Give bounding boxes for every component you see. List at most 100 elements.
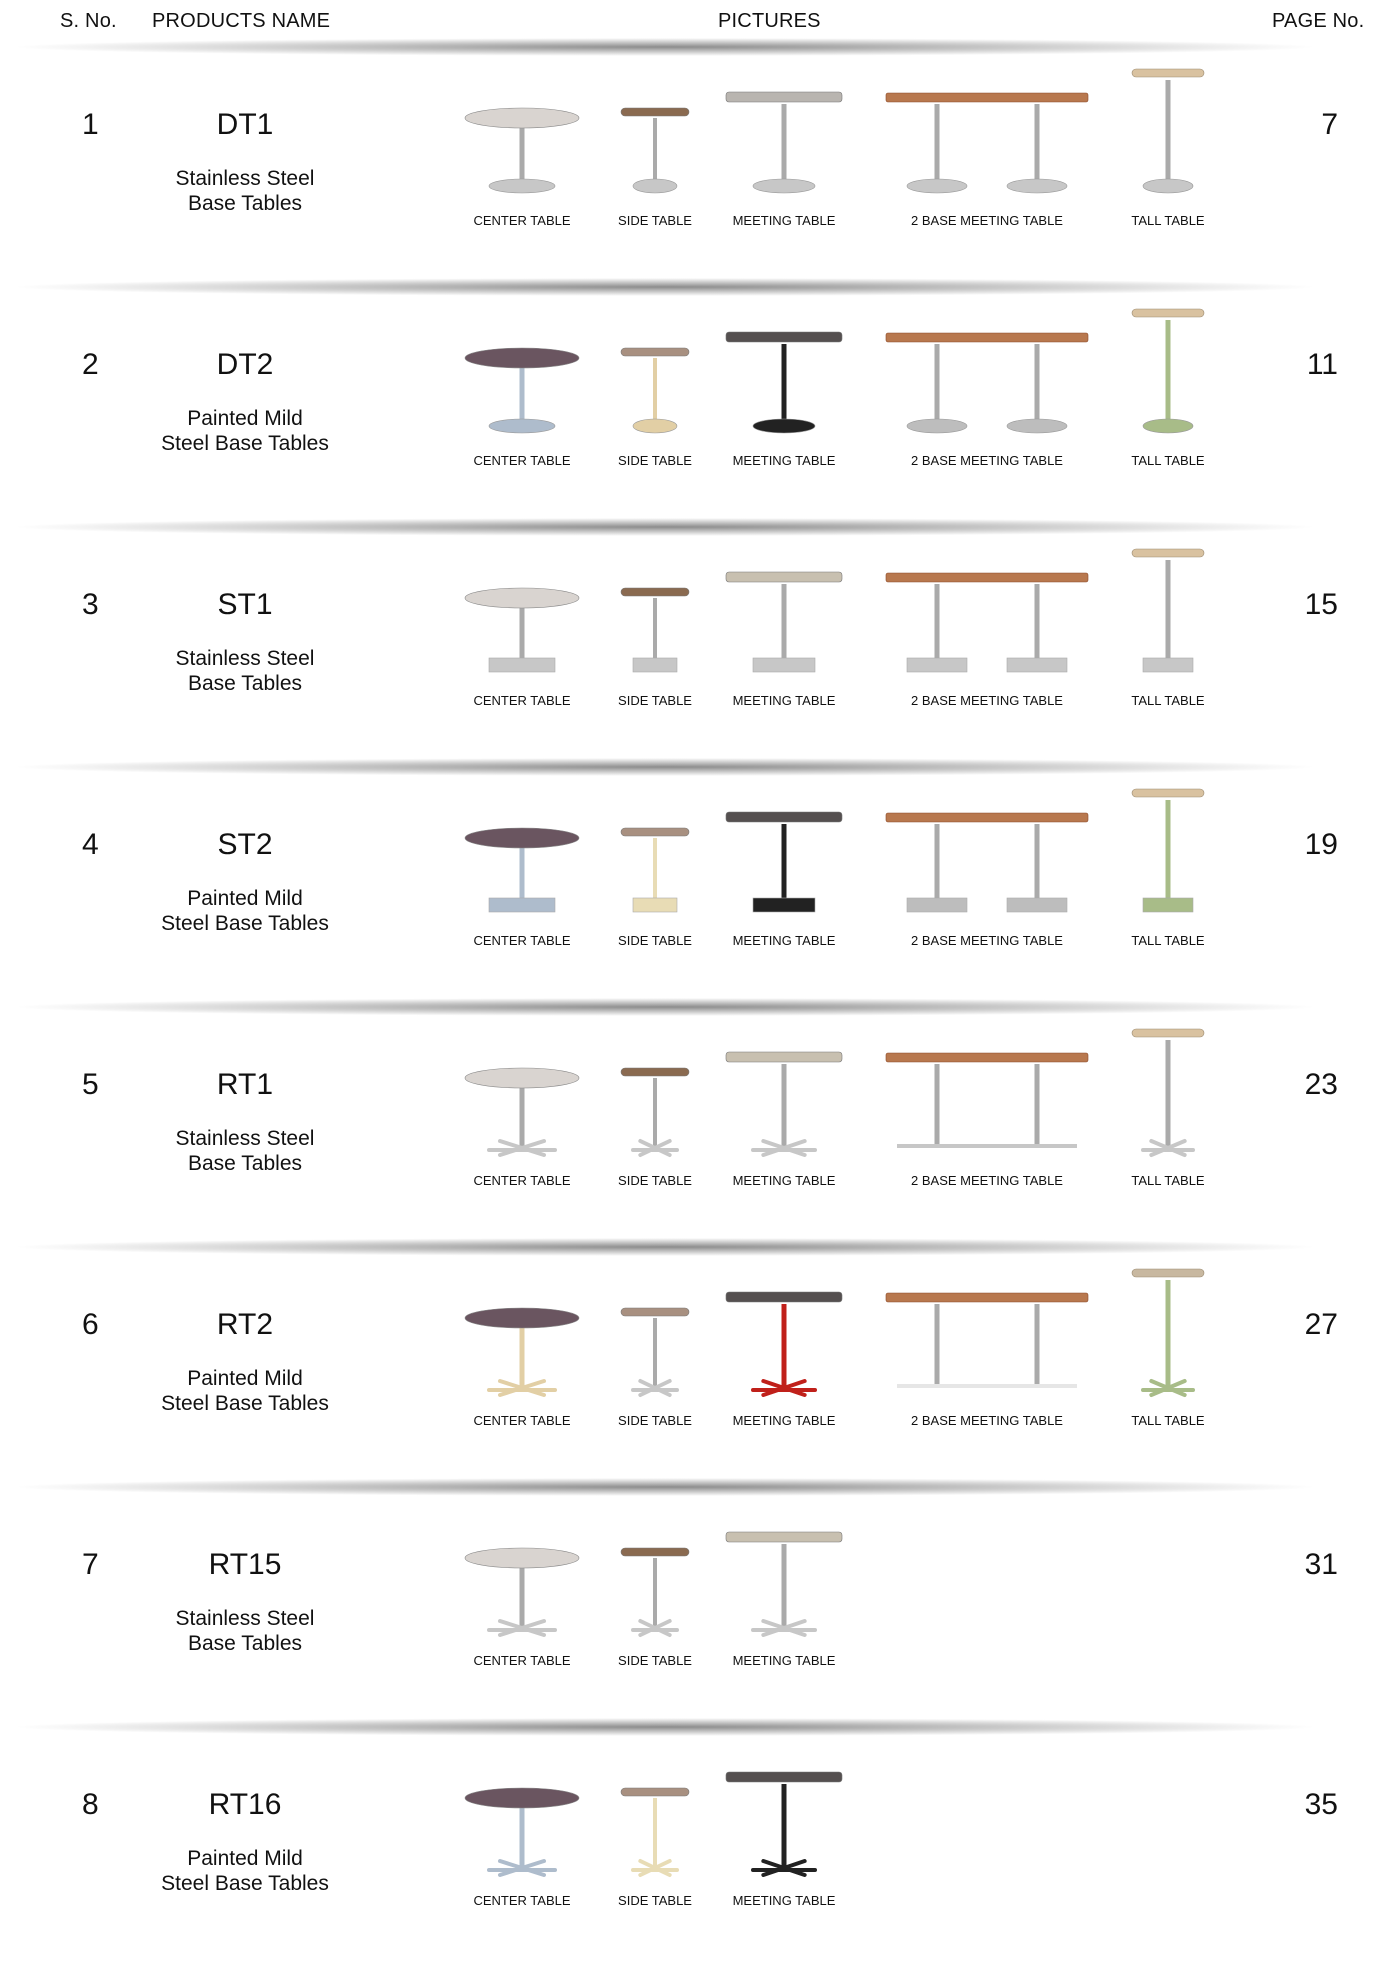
picture-label: CENTER TABLE bbox=[473, 1653, 571, 1668]
table-base-star bbox=[631, 1619, 679, 1637]
product-code: RT2 bbox=[216, 1308, 274, 1341]
table-picture-two-base bbox=[885, 332, 1089, 434]
picture-label: MEETING TABLE bbox=[732, 1413, 836, 1428]
table-base-star bbox=[1141, 1379, 1195, 1397]
product-code: ST2 bbox=[217, 828, 273, 861]
product-row: 7 RT15 Stainless Steel Base Tables 31 CENTER … bbox=[0, 1498, 1385, 1738]
table-picture-tall bbox=[1131, 308, 1205, 434]
table-base-star bbox=[487, 1379, 557, 1397]
table-picture-center bbox=[464, 107, 580, 194]
table-base-square bbox=[752, 897, 816, 913]
table-picture-tall bbox=[1131, 788, 1205, 913]
table-picture-two-base bbox=[885, 572, 1089, 673]
table-top bbox=[1131, 1028, 1205, 1038]
product-description-line: Painted Mild bbox=[187, 1367, 303, 1390]
picture-label: 2 BASE MEETING TABLE bbox=[911, 1413, 1063, 1428]
product-code: DT2 bbox=[216, 348, 274, 381]
product-code: DT1 bbox=[216, 108, 274, 141]
table-picture-center bbox=[464, 1787, 580, 1877]
table-picture-side bbox=[620, 107, 690, 194]
product-pictures bbox=[464, 1531, 843, 1637]
table-picture-meeting bbox=[725, 91, 843, 194]
picture-label: MEETING TABLE bbox=[732, 693, 836, 708]
table-base-square bbox=[1006, 657, 1068, 673]
product-description-line: Steel Base Tables bbox=[161, 1872, 329, 1895]
picture-label: MEETING TABLE bbox=[732, 933, 836, 948]
header-products-name: PRODUCTS NAME bbox=[152, 10, 331, 32]
table-top bbox=[464, 107, 580, 129]
header-page-number: PAGE No. bbox=[1272, 10, 1365, 32]
row-divider bbox=[15, 1238, 1315, 1256]
picture-label: SIDE TABLE bbox=[618, 693, 692, 708]
table-picture-meeting bbox=[725, 1051, 843, 1157]
table-top bbox=[885, 92, 1089, 103]
picture-label: TALL TABLE bbox=[1131, 1173, 1205, 1188]
product-code: RT15 bbox=[208, 1548, 282, 1581]
picture-label: SIDE TABLE bbox=[618, 1893, 692, 1908]
table-picture-meeting bbox=[725, 571, 843, 673]
picture-label: CENTER TABLE bbox=[473, 213, 571, 228]
serial-number: 2 bbox=[82, 348, 99, 381]
product-description-line: Stainless Steel bbox=[175, 1607, 315, 1630]
table-picture-side bbox=[620, 347, 690, 434]
table-picture-tall bbox=[1131, 1028, 1205, 1157]
table-picture-center bbox=[464, 1307, 580, 1397]
picture-label: SIDE TABLE bbox=[618, 1653, 692, 1668]
picture-label: TALL TABLE bbox=[1131, 453, 1205, 468]
table-base-disc bbox=[488, 178, 556, 194]
table-base-star bbox=[631, 1859, 679, 1877]
table-picture-side bbox=[620, 1547, 690, 1637]
product-pictures bbox=[464, 548, 1205, 673]
table-top bbox=[725, 91, 843, 103]
table-picture-tall bbox=[1131, 1268, 1205, 1397]
picture-label: SIDE TABLE bbox=[618, 213, 692, 228]
product-row: 1 DT1 Stainless Steel Base Tables 7 CENTER TA… bbox=[0, 58, 1385, 298]
picture-label: CENTER TABLE bbox=[473, 1893, 571, 1908]
product-row: 6 RT2 Painted Mild Steel Base Tables 27 CENTE… bbox=[0, 1258, 1385, 1498]
product-description-line: Painted Mild bbox=[187, 407, 303, 430]
table-top bbox=[464, 827, 580, 849]
picture-label: CENTER TABLE bbox=[473, 1413, 571, 1428]
table-top bbox=[1131, 1268, 1205, 1278]
table-picture-side bbox=[620, 1067, 690, 1157]
table-picture-tall bbox=[1131, 548, 1205, 673]
table-picture-center bbox=[464, 1067, 580, 1157]
header-pictures: PICTURES bbox=[718, 10, 821, 32]
table-base-disc bbox=[1142, 178, 1194, 194]
row-divider bbox=[15, 518, 1315, 536]
picture-label: 2 BASE MEETING TABLE bbox=[911, 213, 1063, 228]
header-serial-number: S. No. bbox=[60, 10, 117, 32]
table-top bbox=[725, 1771, 843, 1783]
table-base-star bbox=[487, 1619, 557, 1637]
product-pictures bbox=[464, 308, 1205, 434]
picture-label: TALL TABLE bbox=[1131, 213, 1205, 228]
row-divider bbox=[15, 278, 1315, 296]
table-top bbox=[725, 1291, 843, 1303]
table-top bbox=[885, 572, 1089, 583]
table-picture-meeting bbox=[725, 331, 843, 434]
table-base-square bbox=[1006, 897, 1068, 913]
table-top bbox=[725, 811, 843, 823]
serial-number: 3 bbox=[82, 588, 99, 621]
table-top bbox=[620, 1787, 690, 1797]
product-description: Stainless Steel Base Tables bbox=[135, 1126, 355, 1176]
table-top bbox=[464, 1547, 580, 1569]
serial-number: 7 bbox=[82, 1548, 99, 1581]
picture-label: SIDE TABLE bbox=[618, 453, 692, 468]
table-base-square bbox=[906, 897, 968, 913]
table-top bbox=[620, 1067, 690, 1077]
table-base-disc bbox=[1006, 178, 1068, 194]
product-pictures bbox=[464, 1028, 1205, 1157]
page-number: 23 bbox=[1304, 1068, 1338, 1101]
table-top bbox=[464, 1307, 580, 1329]
table-base-square bbox=[1142, 657, 1194, 673]
table-top bbox=[1131, 788, 1205, 798]
table-base-star bbox=[751, 1619, 817, 1637]
table-top bbox=[464, 1787, 580, 1809]
product-description: Painted Mild Steel Base Tables bbox=[135, 406, 355, 456]
table-base-star bbox=[487, 1859, 557, 1877]
table-picture-meeting bbox=[725, 1291, 843, 1397]
page-number: 19 bbox=[1304, 828, 1338, 861]
product-description-line: Base Tables bbox=[187, 192, 303, 215]
table-top bbox=[620, 827, 690, 837]
